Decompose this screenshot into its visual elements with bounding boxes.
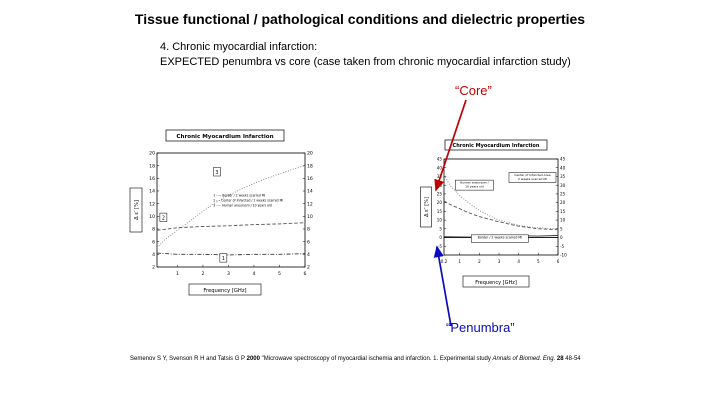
svg-text:5: 5 xyxy=(560,226,563,231)
svg-text:10: 10 xyxy=(149,214,155,220)
svg-text:20: 20 xyxy=(437,200,443,205)
subtitle-line-2: EXPECTED penumbra vs core (case taken fr… xyxy=(160,55,571,68)
svg-text:6: 6 xyxy=(304,271,307,277)
svg-text:Human aneurysm /: Human aneurysm / xyxy=(460,181,490,185)
svg-text:20: 20 xyxy=(307,151,313,157)
svg-text:2 – – Center of Infarcted / 2: 2 – – Center of Infarcted / 2 weeks scar… xyxy=(213,199,283,203)
svg-text:2 weeks scarred MI: 2 weeks scarred MI xyxy=(518,177,547,181)
svg-text:45: 45 xyxy=(560,157,566,162)
svg-text:5: 5 xyxy=(278,271,281,277)
svg-text:4: 4 xyxy=(307,252,310,258)
citation-year: 2000 xyxy=(246,356,260,362)
svg-text:8: 8 xyxy=(152,227,155,233)
svg-text:Chronic Myocardium Infarction: Chronic Myocardium Infarction xyxy=(453,143,540,149)
svg-text:2: 2 xyxy=(162,215,165,221)
subtitle-line-1: 4. Chronic myocardial infarction: xyxy=(160,41,318,53)
svg-text:15: 15 xyxy=(437,209,443,214)
page-title: Tissue functional / pathological conditi… xyxy=(134,11,586,27)
svg-text:1: 1 xyxy=(222,256,225,262)
penumbra-annotation-label: “Penumbra” xyxy=(446,320,515,335)
svg-text:2: 2 xyxy=(201,271,204,277)
svg-text:25: 25 xyxy=(560,192,566,197)
svg-text:35: 35 xyxy=(437,174,443,179)
citation-pages: 48-54 xyxy=(563,356,581,362)
svg-text:1 –··– Border / 2 weeks scarr: 1 –··– Border / 2 weeks scarred MI xyxy=(213,193,265,197)
svg-text:10 years old: 10 years old xyxy=(465,185,484,189)
svg-text:6: 6 xyxy=(557,259,560,264)
subtitle: 4. Chronic myocardial infarction: EXPECT… xyxy=(160,40,571,70)
svg-text:3 ····· Human aneurysm / 10 y: 3 ····· Human aneurysm / 10 years old xyxy=(213,204,272,208)
svg-text:0.2: 0.2 xyxy=(441,259,448,264)
svg-text:16: 16 xyxy=(307,176,313,182)
svg-text:1: 1 xyxy=(458,259,461,264)
svg-text:40: 40 xyxy=(437,165,443,170)
svg-text:10: 10 xyxy=(560,218,566,223)
svg-text:14: 14 xyxy=(307,189,313,195)
citation-journal: Annals of Biomed. Eng. xyxy=(492,356,556,362)
svg-text:Δ ε″ [%]: Δ ε″ [%] xyxy=(424,197,430,217)
citation-title: "Microwave spectroscopy of myocardial is… xyxy=(259,356,493,362)
svg-text:4: 4 xyxy=(152,252,155,258)
svg-text:-5: -5 xyxy=(438,244,442,249)
svg-text:16: 16 xyxy=(149,176,155,182)
svg-text:Frequency [GHz]: Frequency [GHz] xyxy=(475,280,517,286)
svg-text:10: 10 xyxy=(437,218,443,223)
svg-text:1: 1 xyxy=(176,271,179,277)
svg-text:5: 5 xyxy=(439,226,442,231)
svg-text:0: 0 xyxy=(560,235,563,240)
svg-text:2: 2 xyxy=(478,259,481,264)
svg-text:10: 10 xyxy=(307,214,313,220)
svg-text:2: 2 xyxy=(152,265,155,271)
svg-text:6: 6 xyxy=(307,239,310,245)
svg-text:12: 12 xyxy=(307,201,313,207)
svg-text:-10: -10 xyxy=(435,253,442,258)
citation-volume: 28 xyxy=(555,356,564,362)
svg-text:18: 18 xyxy=(307,163,313,169)
svg-text:Border / 2 weeks scarred MI: Border / 2 weeks scarred MI xyxy=(478,235,522,239)
citation: Semenov S Y, Svenson R H and Tatsis G P … xyxy=(130,355,585,364)
svg-text:3: 3 xyxy=(498,259,501,264)
svg-text:20: 20 xyxy=(560,200,566,205)
svg-text:-5: -5 xyxy=(560,244,564,249)
svg-text:Δ ε′ [%]: Δ ε′ [%] xyxy=(134,200,140,220)
citation-authors: Semenov S Y, Svenson R H and Tatsis G P xyxy=(130,356,247,362)
svg-text:35: 35 xyxy=(560,174,566,179)
left-chart-svg: Chronic Myocardium Infarction 2 2 4 4 6 6 8 8 10 1… xyxy=(127,129,323,299)
svg-text:0: 0 xyxy=(439,235,442,240)
svg-text:18: 18 xyxy=(149,163,155,169)
svg-text:30: 30 xyxy=(560,183,566,188)
right-chart-figure: Chronic Myocardium Infarction -10 -10 -5 -5 0… xyxy=(418,139,574,291)
svg-text:12: 12 xyxy=(149,201,155,207)
svg-text:4: 4 xyxy=(252,271,255,277)
svg-text:25: 25 xyxy=(437,192,443,197)
svg-text:3: 3 xyxy=(215,170,218,176)
svg-text:2: 2 xyxy=(307,265,310,271)
svg-text:Frequency [GHz]: Frequency [GHz] xyxy=(203,288,246,294)
svg-text:8: 8 xyxy=(307,227,310,233)
svg-text:3: 3 xyxy=(227,271,230,277)
svg-text:Center of Infarcted Area: Center of Infarcted Area xyxy=(514,173,550,177)
svg-text:6: 6 xyxy=(152,239,155,245)
svg-text:Chronic Myocardium Infarction: Chronic Myocardium Infarction xyxy=(176,134,273,140)
right-chart-svg: Chronic Myocardium Infarction -10 -10 -5 -5 0… xyxy=(418,139,574,291)
svg-text:-10: -10 xyxy=(560,253,567,258)
svg-text:15: 15 xyxy=(560,209,566,214)
svg-text:20: 20 xyxy=(149,151,155,157)
svg-text:40: 40 xyxy=(560,165,566,170)
svg-text:4: 4 xyxy=(517,259,520,264)
svg-text:30: 30 xyxy=(437,183,443,188)
svg-text:14: 14 xyxy=(149,189,155,195)
core-annotation-label: “Core” xyxy=(455,83,492,98)
svg-text:45: 45 xyxy=(437,157,443,162)
svg-text:5: 5 xyxy=(537,259,540,264)
left-chart-figure: Chronic Myocardium Infarction 2 2 4 4 6 6 8 8 10 1… xyxy=(127,129,323,299)
